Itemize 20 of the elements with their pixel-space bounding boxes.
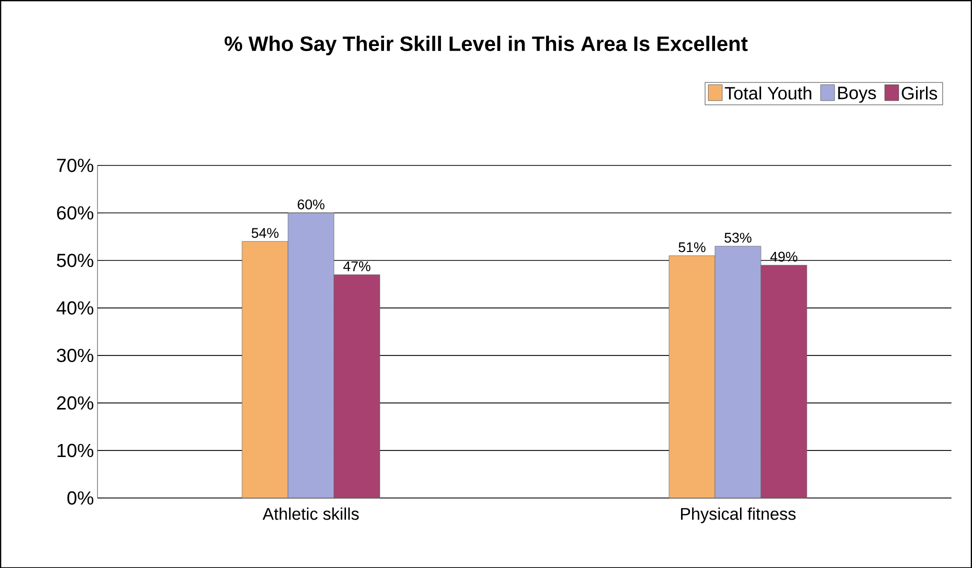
x-tick-label: Athletic skills [262, 507, 359, 520]
y-tick-label: 30% [56, 348, 94, 362]
data-label: 60% [298, 199, 324, 210]
y-tick-label: 40% [56, 300, 94, 314]
y-tick-label: 70% [57, 158, 94, 172]
data-label: 49% [770, 252, 798, 262]
data-label: 51% [678, 242, 706, 252]
data-label: 47% [343, 261, 370, 271]
data-label: 54% [252, 228, 278, 238]
data-label: 53% [724, 232, 752, 242]
legend-label: Total Youth [724, 86, 812, 100]
legend-label: Boys [838, 86, 876, 103]
y-tick-label: 10% [58, 444, 94, 457]
y-tick-label: 60% [57, 206, 94, 220]
chart-title: % Who Say Their Skill Level in This Area Is Excellent [224, 36, 748, 56]
y-tick-label: 20% [57, 396, 94, 410]
y-tick-label: 50% [56, 253, 94, 267]
x-tick-label: Physical fitness [681, 507, 796, 524]
y-tick-label: 0% [67, 491, 94, 504]
legend-label: Girls [902, 86, 938, 100]
